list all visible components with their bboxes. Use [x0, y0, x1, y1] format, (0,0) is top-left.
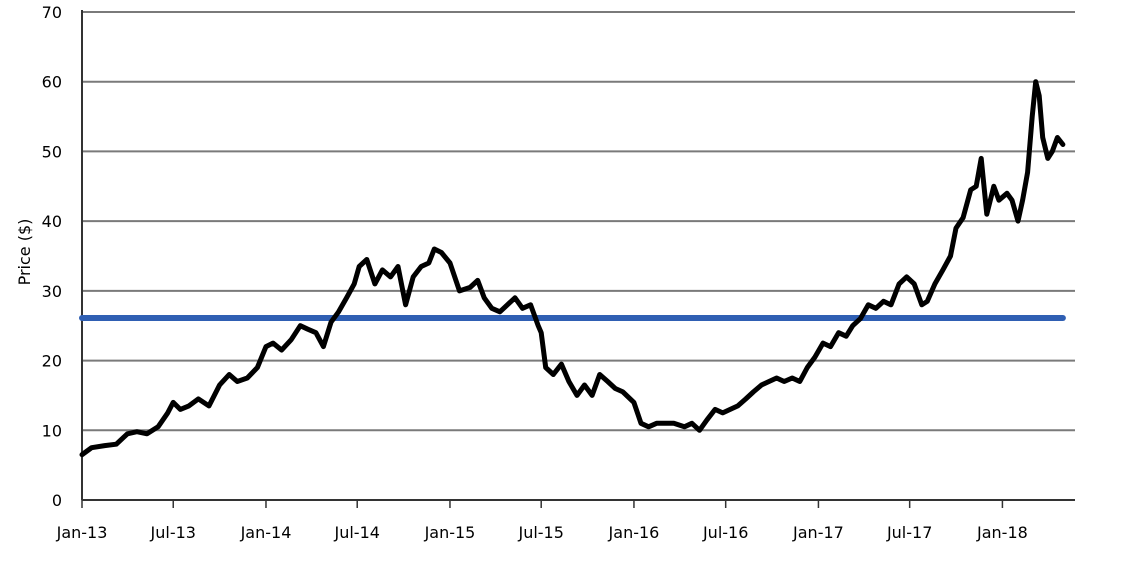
x-tick-label: Jul-16: [702, 523, 748, 542]
x-tick-label: Jul-15: [517, 523, 563, 542]
y-tick-label: 20: [42, 352, 62, 371]
x-tick-label: Jan-13: [56, 523, 108, 542]
x-tick-label: Jul-14: [333, 523, 379, 542]
x-tick-label: Jul-13: [150, 523, 196, 542]
y-tick-labels: 0 10 20 30 40 50 60 70: [42, 3, 62, 510]
x-tick-label: Jan-18: [976, 523, 1028, 542]
x-tick-label: Jan-17: [792, 523, 844, 542]
axes: [81, 10, 1075, 508]
x-tick-labels: Jan-13 Jul-13 Jan-14 Jul-14 Jan-15 Jul-15 Jan-…: [56, 523, 1028, 542]
x-tick-label: Jan-14: [240, 523, 292, 542]
x-tick-label: Jan-15: [424, 523, 476, 542]
y-tick-label: 0: [52, 491, 62, 510]
gridlines: [82, 11, 1075, 432]
y-tick-label: 60: [42, 73, 62, 92]
y-tick-label: 30: [42, 282, 62, 301]
y-tick-label: 40: [42, 212, 62, 231]
x-tick-label: Jul-17: [886, 523, 932, 542]
y-axis-label: Price ($): [15, 219, 34, 286]
y-tick-label: 70: [42, 3, 62, 22]
x-tick-label: Jan-16: [608, 523, 660, 542]
y-tick-label: 50: [42, 142, 62, 161]
price-series-line: [79, 79, 1066, 458]
y-tick-label: 10: [42, 421, 62, 440]
series-lines: [79, 79, 1066, 458]
